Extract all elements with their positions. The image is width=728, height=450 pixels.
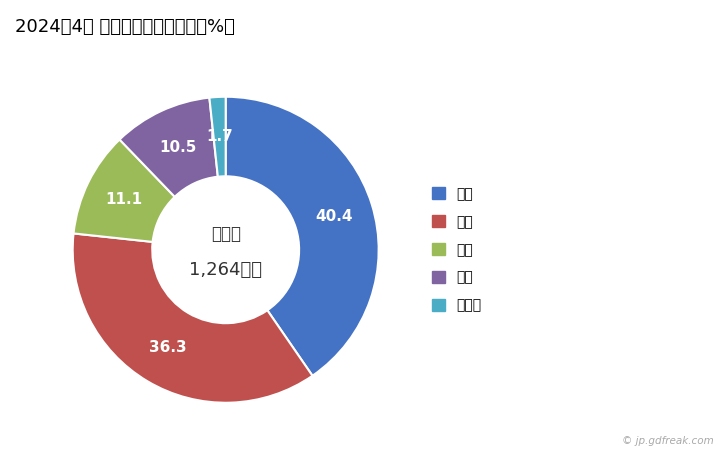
Text: 11.1: 11.1 [106,193,143,207]
Wedge shape [74,140,175,242]
Text: 2024年4月 輸出相手国のシェア（%）: 2024年4月 輸出相手国のシェア（%） [15,18,234,36]
Wedge shape [226,97,379,376]
Wedge shape [119,98,218,197]
Text: 1.7: 1.7 [206,129,233,144]
Text: 10.5: 10.5 [159,140,197,155]
Text: 40.4: 40.4 [315,209,352,224]
Text: 1,264万円: 1,264万円 [189,261,262,279]
Text: 36.3: 36.3 [149,339,186,355]
Text: 総　額: 総 額 [210,225,241,243]
Wedge shape [73,234,312,403]
Text: © jp.gdfreak.com: © jp.gdfreak.com [622,436,713,446]
Legend: 韓国, タイ, 台湾, 香港, その他: 韓国, タイ, 台湾, 香港, その他 [432,187,482,313]
Wedge shape [210,97,226,177]
